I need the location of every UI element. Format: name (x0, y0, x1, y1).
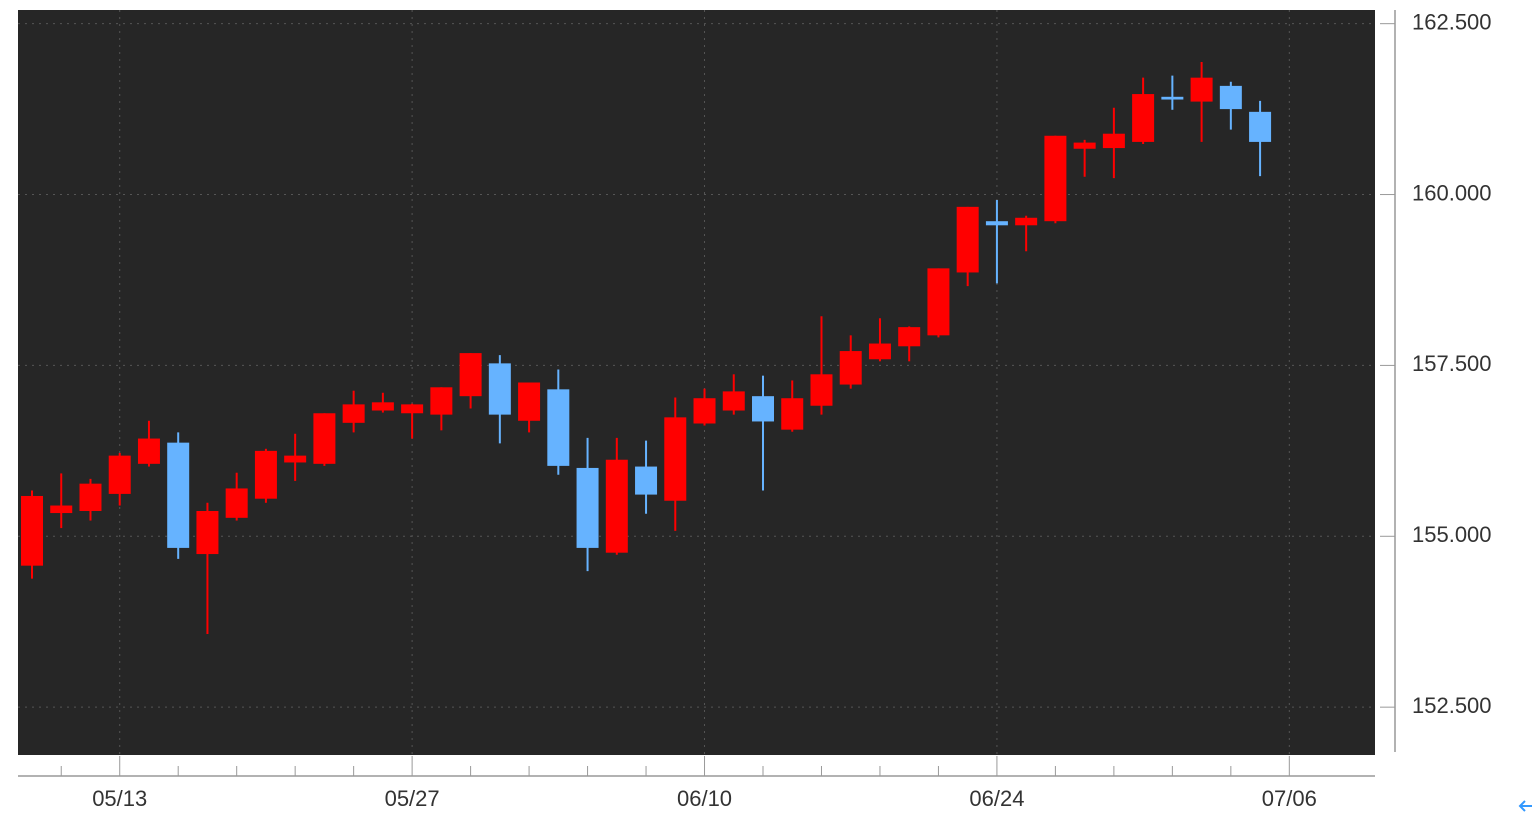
x-tick-label: 05/27 (385, 786, 440, 811)
candle-body (664, 417, 687, 501)
y-tick-label: 157.500 (1412, 351, 1492, 376)
candle-body (752, 396, 774, 422)
candle-body (430, 387, 453, 415)
candle-body (576, 467, 599, 548)
candle-body (927, 268, 950, 336)
candle-body (1073, 142, 1096, 149)
candle-body (196, 510, 219, 555)
scroll-arrow[interactable] (1518, 800, 1532, 812)
y-tick-label: 162.500 (1412, 9, 1492, 34)
candle-body (781, 398, 804, 430)
candle-body (1132, 94, 1155, 142)
x-tick-label: 06/24 (969, 786, 1024, 811)
x-tick-label: 05/13 (92, 786, 147, 811)
candle-body (488, 363, 511, 415)
candle-body (79, 483, 102, 511)
y-tick-label: 160.000 (1412, 180, 1492, 205)
plot-area (18, 10, 1375, 755)
candle-body (1044, 135, 1067, 222)
candle-body (371, 402, 394, 411)
candle-body (1102, 133, 1125, 149)
candle-body (342, 404, 365, 423)
candle-body (1249, 111, 1272, 142)
x-tick-label: 06/10 (677, 786, 732, 811)
candle-body (1015, 217, 1038, 226)
candle-body (1190, 77, 1213, 102)
candle-body (137, 438, 160, 464)
candle-body (167, 442, 190, 548)
candle-body (810, 374, 833, 406)
candle-body (518, 382, 541, 421)
candle-body (108, 455, 131, 494)
candle-body (956, 206, 979, 273)
candle-body (635, 466, 658, 495)
candle-body (313, 413, 336, 464)
candle-body (225, 488, 248, 518)
candle-body (50, 505, 73, 514)
x-tick-label: 07/06 (1262, 786, 1317, 811)
candle-body (547, 389, 570, 466)
candle-body (868, 343, 891, 360)
candle-body (459, 353, 482, 397)
y-tick-label: 155.000 (1412, 522, 1492, 547)
candle-body (722, 391, 745, 411)
candle-body (898, 327, 921, 347)
candle-body (1219, 85, 1242, 110)
y-tick-label: 152.500 (1412, 693, 1492, 718)
candle-body (1161, 96, 1184, 100)
candle-body (284, 455, 307, 463)
candle-body (985, 221, 1008, 226)
candle-body (21, 495, 43, 566)
candle-body (254, 450, 277, 499)
candle-body (401, 404, 424, 414)
candle-body (693, 398, 716, 424)
candle-body (605, 459, 628, 553)
candle-body (839, 351, 862, 385)
